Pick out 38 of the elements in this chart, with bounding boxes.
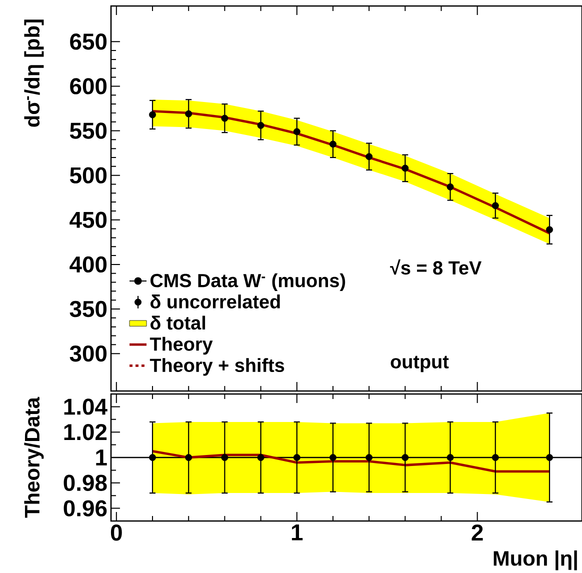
- x-axis-title: Muon |η|: [494, 550, 577, 570]
- annotation: output: [390, 356, 449, 372]
- y-tick-label: 400: [70, 256, 107, 273]
- y-tick-label: 1: [96, 450, 107, 466]
- legend-label: Theory + shifts: [150, 358, 284, 376]
- y-tick-label: 500: [70, 167, 107, 184]
- y-tick-label: 0.98: [64, 474, 107, 492]
- y-tick-label: 350: [70, 300, 107, 318]
- y-tick-label: 600: [70, 78, 107, 94]
- point: [366, 153, 373, 160]
- point: [185, 110, 192, 118]
- point: [329, 140, 336, 148]
- point: [257, 122, 264, 129]
- point: [149, 111, 156, 118]
- x-tick-label: 2: [472, 524, 483, 541]
- point: [221, 114, 228, 122]
- point: [492, 202, 499, 210]
- x-tick-label: 1: [292, 524, 303, 540]
- legend-label: CMS Data W$^{-}$ (muons): [150, 273, 346, 292]
- legend-label: δ uncorrelated: [150, 294, 280, 308]
- y-tick-label: 650: [70, 34, 107, 50]
- y-tick-label: 1.02: [64, 424, 107, 440]
- y-tick-label: 300: [70, 345, 107, 362]
- line-series: [151, 450, 551, 473]
- point: [546, 226, 554, 234]
- legend-label: δ total: [150, 316, 206, 330]
- legend-label: Theory: [150, 336, 213, 355]
- y-tick-label: 550: [70, 122, 107, 139]
- point: [446, 183, 454, 190]
- y-tick-label: 450: [70, 212, 107, 228]
- y-axis-title: Theory/Data: [24, 396, 44, 518]
- annotation: √s = 8 TeV: [390, 259, 482, 275]
- y-tick-label: 0.96: [64, 500, 107, 516]
- point: [293, 128, 300, 136]
- y-axis-title: dσ$^{-}$/dη [pb]: [24, 20, 44, 127]
- y-tick-label: 1.04: [64, 398, 108, 415]
- x-tick-label: 0: [110, 524, 122, 541]
- point: [402, 164, 409, 172]
